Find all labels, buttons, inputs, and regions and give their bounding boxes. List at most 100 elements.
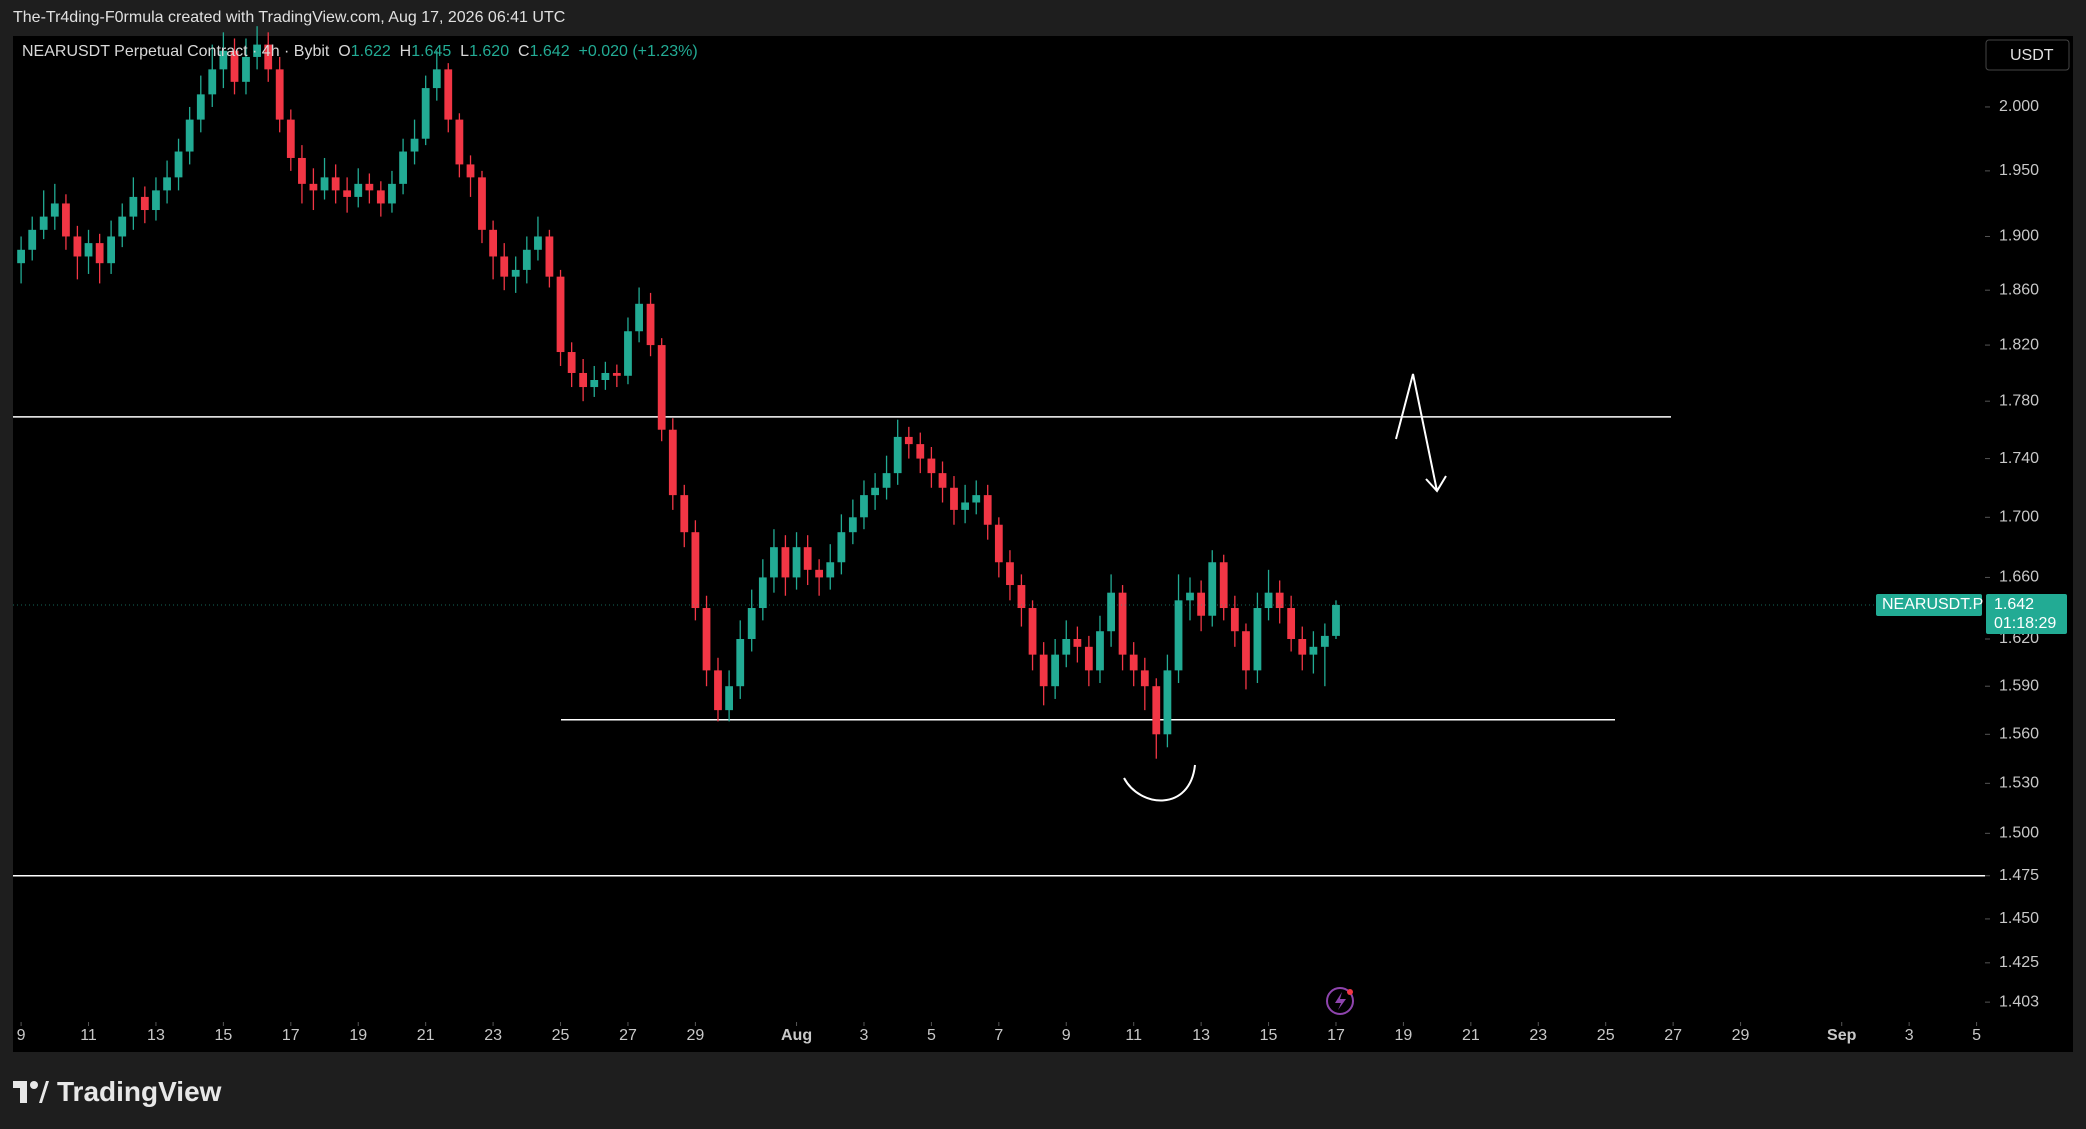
candle-body bbox=[28, 229, 37, 250]
candle-body bbox=[1051, 654, 1060, 687]
legend-value: 1.642 bbox=[529, 43, 570, 60]
candle-body bbox=[17, 249, 25, 264]
candle-body bbox=[140, 196, 149, 211]
x-tick-label: 19 bbox=[1395, 1027, 1413, 1044]
candle bbox=[1118, 585, 1127, 671]
candle-body bbox=[803, 547, 812, 570]
candle bbox=[826, 544, 835, 590]
y-tick-label: 1.620 bbox=[1999, 630, 2039, 647]
candle bbox=[152, 177, 160, 221]
candle-body bbox=[1152, 686, 1161, 735]
candle-body bbox=[837, 532, 846, 563]
candle-body bbox=[1186, 592, 1194, 601]
x-tick-label: 17 bbox=[1327, 1027, 1345, 1044]
candle-body bbox=[1073, 639, 1082, 647]
candle-body bbox=[62, 203, 70, 237]
candle-body bbox=[489, 229, 497, 257]
candle bbox=[1107, 574, 1115, 647]
candle bbox=[1017, 574, 1026, 627]
candle-body bbox=[781, 547, 790, 578]
candle-body bbox=[73, 236, 82, 257]
candle-body bbox=[118, 216, 127, 237]
candle-body bbox=[1017, 585, 1026, 609]
candle bbox=[657, 338, 666, 442]
candle bbox=[714, 657, 722, 722]
candle-body bbox=[376, 190, 385, 204]
candle bbox=[624, 317, 632, 385]
x-tick-label: 15 bbox=[1260, 1027, 1278, 1044]
candle bbox=[579, 358, 588, 402]
candle-body bbox=[399, 151, 407, 184]
candle-body bbox=[1298, 639, 1307, 655]
candle-body bbox=[208, 69, 217, 95]
price-tag-bg bbox=[1986, 593, 2067, 634]
candle bbox=[758, 559, 767, 621]
footer-logo[interactable]: TradingView bbox=[13, 1076, 221, 1108]
candle bbox=[230, 38, 239, 95]
candle bbox=[950, 476, 958, 525]
candle-body bbox=[50, 203, 59, 217]
candle bbox=[1039, 642, 1048, 706]
candle-body bbox=[331, 177, 340, 191]
alert-icon-bolt bbox=[1335, 992, 1346, 1010]
candle-body bbox=[635, 303, 643, 332]
candle-body bbox=[84, 243, 93, 257]
y-tick-label: 1.700 bbox=[1999, 509, 2039, 526]
candle-body bbox=[275, 69, 284, 120]
candle bbox=[522, 236, 531, 284]
candle-body bbox=[320, 177, 329, 191]
candle-body bbox=[1242, 631, 1250, 671]
candle-body bbox=[365, 183, 374, 191]
candle bbox=[781, 535, 790, 596]
candle-body bbox=[1332, 604, 1340, 636]
candle-body bbox=[1219, 562, 1228, 609]
candle-body bbox=[1320, 635, 1329, 647]
x-tick-label: 19 bbox=[349, 1027, 367, 1044]
chart-area bbox=[13, 36, 2073, 1052]
candle-body bbox=[725, 686, 734, 711]
candle-body bbox=[1287, 608, 1296, 640]
alert-icon[interactable] bbox=[1326, 987, 1354, 1015]
candle-body bbox=[691, 532, 700, 609]
candle bbox=[590, 365, 599, 397]
candle bbox=[635, 287, 643, 343]
x-tick-label: 23 bbox=[1529, 1027, 1547, 1044]
candle bbox=[107, 220, 116, 274]
candle-body bbox=[196, 94, 205, 120]
candle bbox=[691, 520, 700, 621]
candle bbox=[747, 589, 756, 652]
candle bbox=[1028, 600, 1037, 671]
candle-body bbox=[444, 69, 453, 120]
candle bbox=[489, 220, 497, 280]
candle bbox=[1332, 600, 1340, 640]
candle bbox=[84, 229, 93, 274]
candle bbox=[208, 44, 217, 107]
candle-body bbox=[455, 119, 464, 165]
candle-body bbox=[1197, 592, 1206, 616]
candle bbox=[432, 50, 441, 101]
candle bbox=[478, 170, 486, 244]
candle bbox=[1096, 615, 1104, 684]
candle-body bbox=[219, 50, 228, 70]
candle-body bbox=[1129, 654, 1138, 671]
y-tick-label: 1.425 bbox=[1999, 954, 2039, 971]
candle bbox=[174, 138, 183, 191]
candle-body bbox=[860, 495, 868, 518]
candle bbox=[50, 183, 59, 230]
candle bbox=[1140, 657, 1149, 711]
x-tick-label: 13 bbox=[1192, 1027, 1210, 1044]
candle-body bbox=[152, 190, 160, 211]
candle bbox=[196, 75, 205, 133]
candle bbox=[343, 177, 352, 213]
x-tick-label: 13 bbox=[147, 1027, 165, 1044]
x-tick-label: 25 bbox=[552, 1027, 570, 1044]
y-tick-label: 1.500 bbox=[1999, 825, 2039, 842]
currency-box[interactable] bbox=[1985, 39, 2070, 71]
candle bbox=[39, 190, 48, 240]
candle bbox=[815, 559, 824, 596]
legend-value: 1.645 bbox=[411, 43, 452, 60]
candle bbox=[938, 461, 947, 503]
candle bbox=[702, 595, 711, 687]
candle-body bbox=[590, 380, 599, 388]
